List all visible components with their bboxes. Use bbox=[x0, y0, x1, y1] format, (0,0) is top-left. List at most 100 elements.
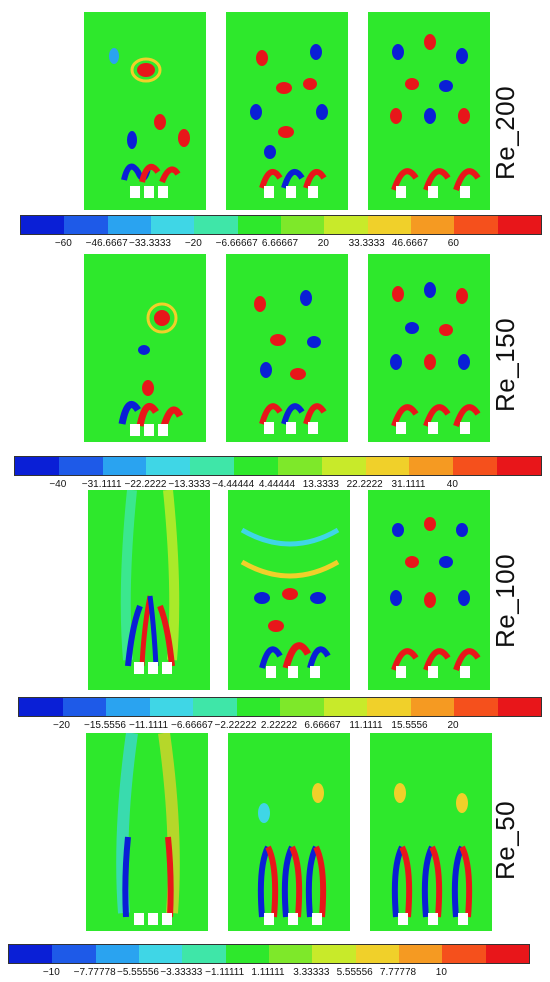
colorbar-tick-label: 3.33333 bbox=[293, 967, 330, 978]
colorbar-segment bbox=[237, 216, 281, 234]
colorbar-segment bbox=[193, 698, 237, 716]
colorbar-segment bbox=[453, 457, 498, 475]
colorbar-segment bbox=[324, 216, 368, 234]
colorbar-segment bbox=[234, 457, 278, 475]
colorbar-tick-label: 40 bbox=[446, 479, 458, 490]
colorbar-tick-label: −7.77778 bbox=[73, 967, 116, 978]
colorbar-segment bbox=[182, 945, 226, 963]
colorbar bbox=[20, 215, 542, 235]
colorbar-segment bbox=[190, 457, 235, 475]
colorbar-tick-label: −60 bbox=[54, 238, 72, 249]
vorticity-panel-2 bbox=[228, 490, 350, 690]
vorticity-panel-1 bbox=[84, 254, 206, 442]
vortex-field bbox=[390, 282, 481, 434]
colorbar-tick-label: 7.77778 bbox=[379, 967, 417, 978]
colorbar-tick-label: −5.55556 bbox=[117, 967, 159, 978]
colorbar-tick-label: 13.3333 bbox=[302, 479, 339, 490]
vortex-field bbox=[391, 783, 473, 925]
colorbar-segment bbox=[410, 216, 455, 234]
colorbar-segment bbox=[150, 216, 195, 234]
vortex-field bbox=[118, 302, 184, 436]
colorbar-segment bbox=[367, 216, 411, 234]
colorbar-segment bbox=[194, 216, 238, 234]
colorbar-tick-label: 31.1111 bbox=[391, 479, 426, 490]
colorbar-tick-label: 20 bbox=[317, 238, 329, 249]
colorbar-segment bbox=[454, 698, 498, 716]
vorticity-panel-3 bbox=[368, 254, 490, 442]
colorbar-segment bbox=[409, 457, 454, 475]
vortex-field bbox=[240, 527, 340, 678]
colorbar-segment bbox=[277, 457, 322, 475]
colorbar-tick-label: 6.66667 bbox=[304, 720, 341, 731]
vorticity-panel-3 bbox=[370, 733, 492, 931]
colorbar-tick-label: 60 bbox=[447, 238, 459, 249]
colorbar-segment bbox=[280, 216, 325, 234]
vorticity-panel-2 bbox=[228, 733, 350, 931]
colorbar-segment bbox=[323, 698, 367, 716]
colorbar-segment bbox=[268, 945, 313, 963]
colorbar-tick-label: −46.6667 bbox=[85, 238, 128, 249]
colorbar-segment bbox=[312, 945, 356, 963]
colorbar-tick-label: 33.3333 bbox=[348, 238, 385, 249]
colorbar-segment bbox=[454, 216, 498, 234]
colorbar-segment bbox=[52, 945, 96, 963]
reynolds-label: Re_150 bbox=[490, 317, 520, 412]
colorbar-segment bbox=[280, 698, 324, 716]
colorbar-tick-label: 10 bbox=[435, 967, 447, 978]
colorbar-segment bbox=[146, 457, 191, 475]
colorbar-tick-label: −31.1111 bbox=[81, 479, 122, 490]
colorbar-tick-label: −2.22222 bbox=[214, 720, 257, 731]
colorbar-segment bbox=[485, 945, 529, 963]
colorbar-segment bbox=[138, 945, 183, 963]
colorbar-tick-label: −10 bbox=[42, 967, 60, 978]
colorbar-segment bbox=[107, 216, 151, 234]
colorbar-tick-label: −40 bbox=[49, 479, 67, 490]
colorbar-segment bbox=[58, 457, 103, 475]
colorbar-tick-label: 15.5556 bbox=[391, 720, 428, 731]
colorbar-tick-label: −13.3333 bbox=[168, 479, 211, 490]
colorbar-segment bbox=[236, 698, 280, 716]
vortex-field bbox=[109, 48, 190, 198]
vorticity-panel-1 bbox=[86, 733, 208, 931]
colorbar-segment bbox=[15, 457, 59, 475]
colorbar-tick-label: −15.5556 bbox=[84, 720, 126, 731]
colorbar-segment bbox=[497, 216, 541, 234]
colorbar-segment bbox=[410, 698, 454, 716]
colorbar-tick-label: 2.22222 bbox=[260, 720, 298, 731]
colorbar-tick-label: −22.2222 bbox=[124, 479, 167, 490]
colorbar-tick-label: 5.55556 bbox=[336, 967, 373, 978]
vortex-field bbox=[254, 290, 327, 434]
colorbar-tick-label: −20 bbox=[184, 238, 202, 249]
colorbar-tick-label: −4.44444 bbox=[212, 479, 255, 490]
colorbar-tick-label: 11.1111 bbox=[349, 720, 383, 731]
reynolds-label: Re_200 bbox=[490, 85, 520, 180]
vorticity-panel-3 bbox=[368, 490, 490, 690]
colorbar-segment bbox=[9, 945, 53, 963]
colorbar-segment bbox=[149, 698, 193, 716]
colorbar-segment bbox=[102, 457, 147, 475]
colorbar-segment bbox=[442, 945, 486, 963]
vortex-field bbox=[390, 34, 481, 198]
colorbar-tick-label: 46.6667 bbox=[391, 238, 429, 249]
colorbar-segment bbox=[95, 945, 139, 963]
colorbar-segment bbox=[321, 457, 366, 475]
colorbar bbox=[18, 697, 542, 717]
colorbar bbox=[8, 944, 530, 964]
colorbar-ticks: −60 −46.6667 −33.3333 −20 −6.66667 6.66667 20 3… bbox=[20, 238, 540, 252]
colorbar-ticks: −10 −7.77778 −5.55556 −3.33333 −1.11111 1.111… bbox=[8, 967, 528, 981]
colorbar-tick-label: −1.11111 bbox=[205, 967, 245, 978]
colorbar-segment bbox=[64, 216, 108, 234]
colorbar-tick-label: −6.66667 bbox=[171, 720, 213, 731]
colorbar-tick-label: 6.66667 bbox=[261, 238, 299, 249]
colorbar-tick-label: 22.2222 bbox=[346, 479, 383, 490]
reynolds-label: Re_100 bbox=[490, 553, 520, 648]
colorbar-tick-label: 1.11111 bbox=[251, 967, 285, 978]
colorbar-tick-label: −20 bbox=[53, 720, 70, 731]
reynolds-label: Re_50 bbox=[490, 800, 520, 880]
colorbar-tick-label: −33.3333 bbox=[129, 238, 171, 249]
colorbar-segment bbox=[365, 457, 410, 475]
vortex-field bbox=[390, 517, 481, 678]
colorbar-tick-label: −6.66667 bbox=[215, 238, 258, 249]
colorbar-ticks: −20 −15.5556 −11.1111 −6.66667 −2.22222 2.222… bbox=[18, 720, 540, 734]
colorbar-tick-label: 20 bbox=[447, 720, 459, 731]
